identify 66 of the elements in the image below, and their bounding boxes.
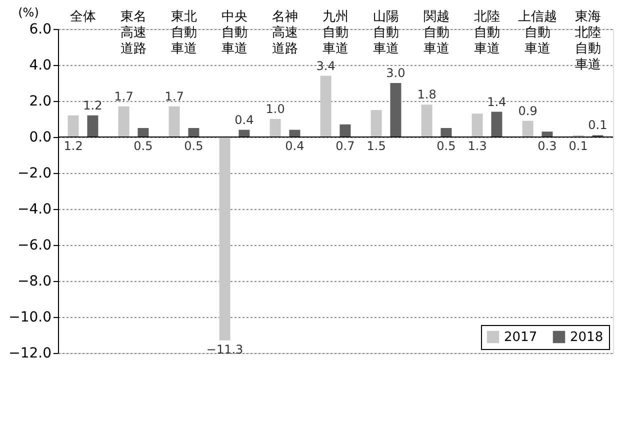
x-tick-label: 東海北陸自動車道 <box>575 10 601 72</box>
data-label: 1.2 <box>83 98 102 112</box>
y-tick-label: 2.0 <box>29 94 52 110</box>
data-label: 1.8 <box>417 88 436 102</box>
y-tick-label: −8.0 <box>18 274 52 290</box>
data-label: 1.4 <box>487 94 506 109</box>
bar <box>320 76 332 137</box>
data-label: 0.1 <box>568 139 588 153</box>
x-tick-label: 東名高速道路 <box>120 10 146 56</box>
x-tick-label: 名神高速道路 <box>272 10 298 56</box>
data-label: 0.3 <box>538 139 557 153</box>
data-label: 0.5 <box>436 139 456 153</box>
data-label: 1.0 <box>266 102 285 116</box>
x-tick-label: 北陸自動車道 <box>474 10 500 56</box>
bar <box>118 106 130 137</box>
y-tick-label: −10.0 <box>8 310 52 326</box>
x-tick-label: 上信越自動車道 <box>518 10 557 56</box>
y-tick-label: −6.0 <box>18 238 52 254</box>
bar <box>168 106 180 137</box>
bar <box>542 132 553 137</box>
bar <box>440 128 452 137</box>
x-tick-label: 関越自動車道 <box>424 10 450 56</box>
y-tick-label: 6.0 <box>29 22 52 38</box>
legend-label: 2018 <box>570 330 604 345</box>
bar <box>68 115 79 137</box>
x-tick-label: 山陽自動車道 <box>373 10 399 56</box>
bar <box>491 112 502 137</box>
y-axis-title: (%) <box>18 6 39 20</box>
x-tick-label: 東北自動車道 <box>171 10 197 56</box>
x-tick-label: 九州自動車道 <box>322 10 348 56</box>
data-label: 1.7 <box>114 89 134 104</box>
legend-label: 2017 <box>504 330 538 345</box>
data-label: 0.4 <box>234 112 254 127</box>
bar <box>340 124 351 137</box>
bar <box>421 104 432 137</box>
y-tick-label: −12.0 <box>8 346 52 362</box>
data-label: 1.2 <box>64 139 83 153</box>
data-label: 0.4 <box>285 139 304 153</box>
bar <box>87 115 98 137</box>
bar <box>188 128 200 137</box>
x-tick-label: 中央自動車道 <box>222 10 248 56</box>
bar <box>270 119 281 137</box>
bar <box>522 120 534 137</box>
data-label: 0.5 <box>184 139 204 153</box>
y-tick-label: 0.0 <box>29 130 52 146</box>
data-label: 0.5 <box>134 139 153 153</box>
bar <box>219 137 230 340</box>
bar <box>138 128 149 137</box>
data-label: −11.3 <box>206 342 244 356</box>
y-tick-label: −4.0 <box>18 202 52 218</box>
data-label: 0.9 <box>518 104 538 118</box>
data-label: 1.7 <box>164 89 184 104</box>
data-label: 0.1 <box>588 118 608 132</box>
x-tick-label: 全体 <box>70 10 96 24</box>
bar <box>238 130 250 137</box>
bar <box>370 110 382 137</box>
data-label: 3.0 <box>386 66 406 80</box>
data-label: 0.7 <box>336 139 355 153</box>
bar <box>472 114 483 137</box>
bar <box>390 83 402 137</box>
y-tick-label: 4.0 <box>29 58 52 74</box>
data-label: 1.5 <box>366 139 386 153</box>
y-tick-label: −2.0 <box>18 166 52 182</box>
data-label: 1.3 <box>468 139 487 153</box>
data-label: 3.4 <box>316 58 336 73</box>
bar <box>289 130 300 137</box>
